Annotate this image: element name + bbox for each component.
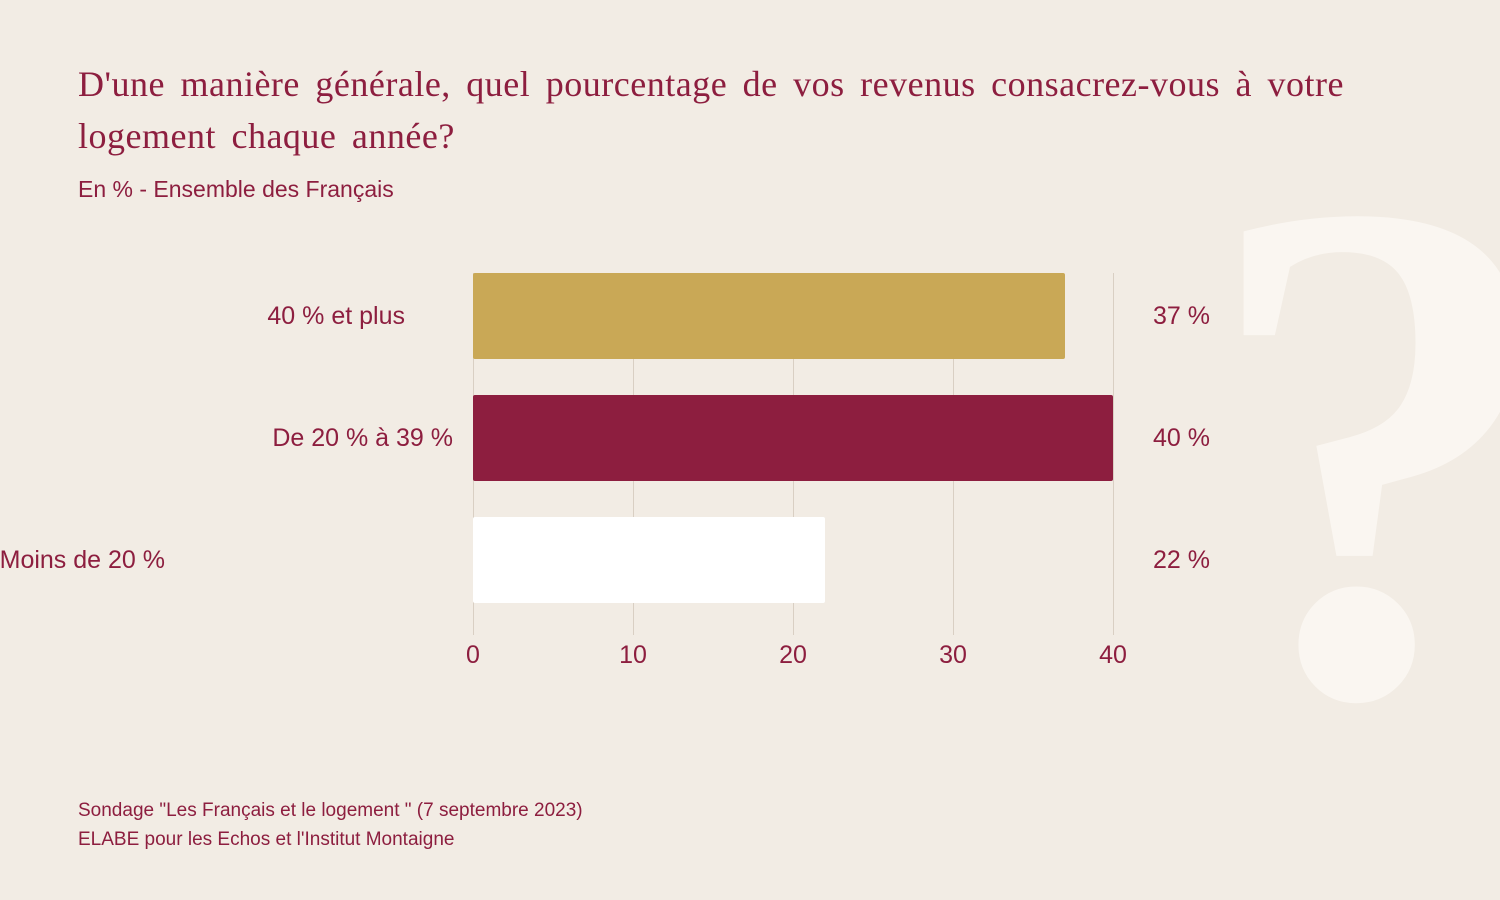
bar <box>473 395 1113 481</box>
footer-line-2: ELABE pour les Echos et l'Institut Monta… <box>78 826 583 855</box>
x-tick-label: 20 <box>779 641 807 670</box>
bar-category-label: 40 % et plus <box>45 302 405 331</box>
x-tick-label: 40 <box>1099 641 1127 670</box>
bar-row: Moins de 20 %22 % <box>473 517 825 603</box>
bar-value-label: 37 % <box>1153 302 1210 331</box>
chart-area: 0 10 20 30 40 40 % et plus37 % De 20 % à 39 %4… <box>98 273 1422 743</box>
bar-category-label: Moins de 20 % <box>0 546 165 575</box>
chart-subtitle: En % - Ensemble des Français <box>78 176 1422 203</box>
gridline <box>1113 273 1114 635</box>
x-tick-label: 0 <box>466 641 480 670</box>
footer-line-1: Sondage "Les Français et le logement " (… <box>78 797 583 826</box>
content-container: D'une manière générale, quel pourcentage… <box>0 0 1500 900</box>
bar-value-label: 22 % <box>1153 546 1210 575</box>
bar-value-label: 40 % <box>1153 424 1210 453</box>
bar-row: De 20 % à 39 %40 % <box>473 395 1113 481</box>
bar <box>473 517 825 603</box>
bar-category-label: De 20 % à 39 % <box>93 424 453 453</box>
bar-row: 40 % et plus37 % <box>473 273 1065 359</box>
chart-plot: 01020304040 % et plus37 %De 20 % à 39 %4… <box>473 273 1113 673</box>
x-tick-label: 10 <box>619 641 647 670</box>
x-tick-label: 30 <box>939 641 967 670</box>
chart-title: D'une manière générale, quel pourcentage… <box>78 58 1422 162</box>
source-footer: Sondage "Les Français et le logement " (… <box>78 797 583 854</box>
bar <box>473 273 1065 359</box>
